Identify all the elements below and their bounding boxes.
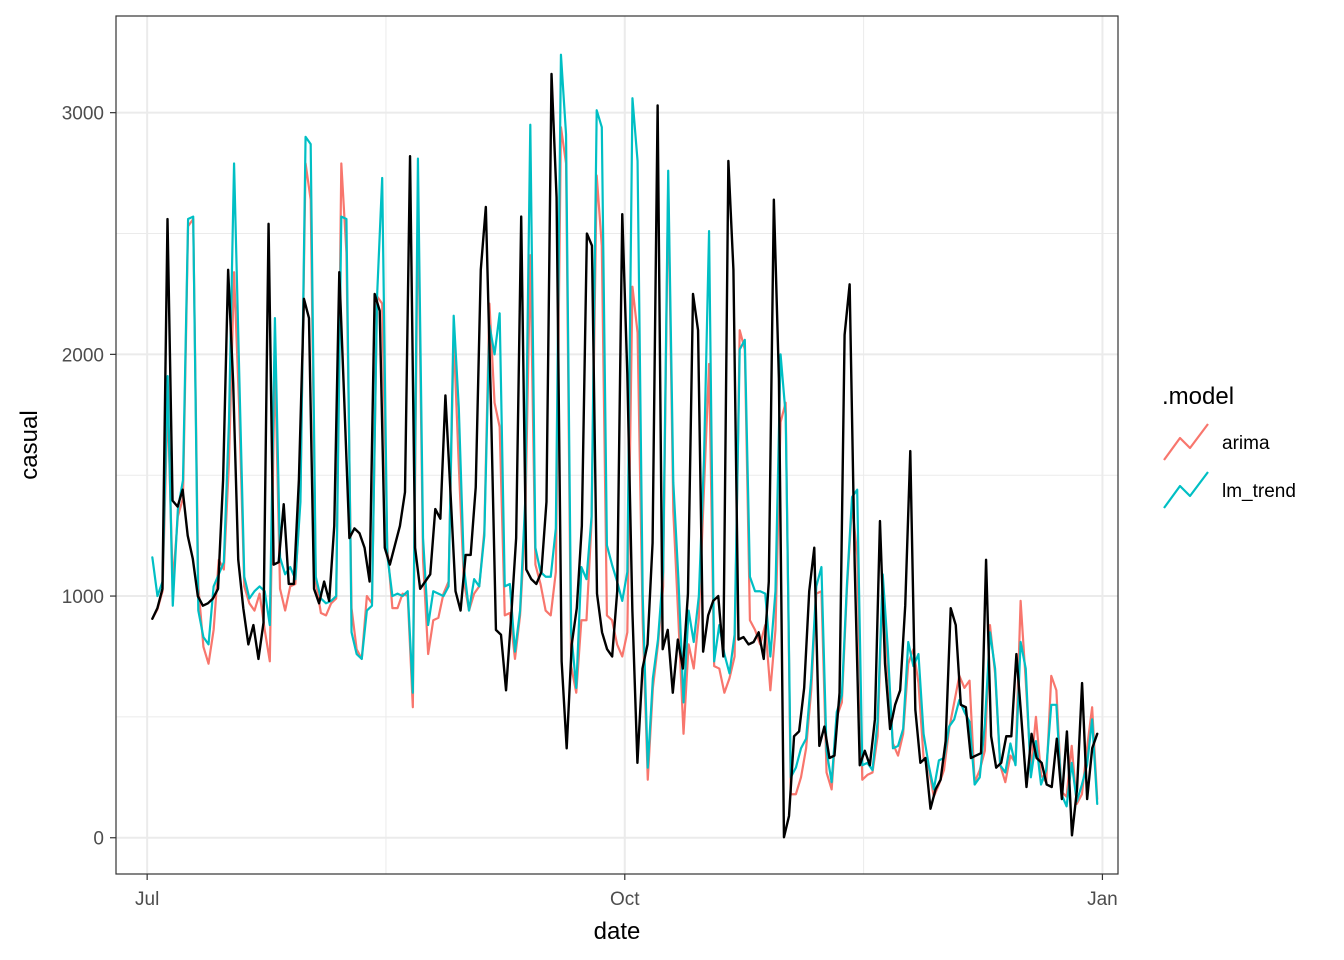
legend-key-lm_trend [1163,471,1209,509]
legend-entry-lm_trend: lm_trend [1163,471,1296,509]
x-tick-label: Jan [1087,889,1118,910]
series-line-actual [151,72,1099,839]
y-tick-label: 1000 [62,587,104,608]
y-tick-label: 0 [93,829,104,850]
legend-title: .model [1162,383,1234,410]
legend-label-arima: arima [1222,433,1270,454]
y-tick-label: 3000 [62,104,104,125]
series-line-lm_trend [151,53,1099,808]
panel-background [116,16,1118,874]
x-tick-label: Jul [135,889,159,910]
legend-key-arima [1163,423,1209,461]
x-tick-label: Oct [610,889,640,910]
legend-entry-arima: arima [1163,423,1270,461]
plot-panel [115,15,1119,875]
series-lines [151,53,1099,839]
panel-border [115,15,1119,875]
axes: 0 1000 2000 3000 Jul Oct Jan [62,104,1118,910]
x-axis-title: date [594,918,641,945]
y-axis-title: casual [16,410,43,479]
y-tick-label: 2000 [62,345,104,366]
legend: .model arima lm_trend [1162,383,1296,509]
legend-label-lm_trend: lm_trend [1222,481,1296,502]
legend-keys: arima lm_trend [1163,423,1296,509]
